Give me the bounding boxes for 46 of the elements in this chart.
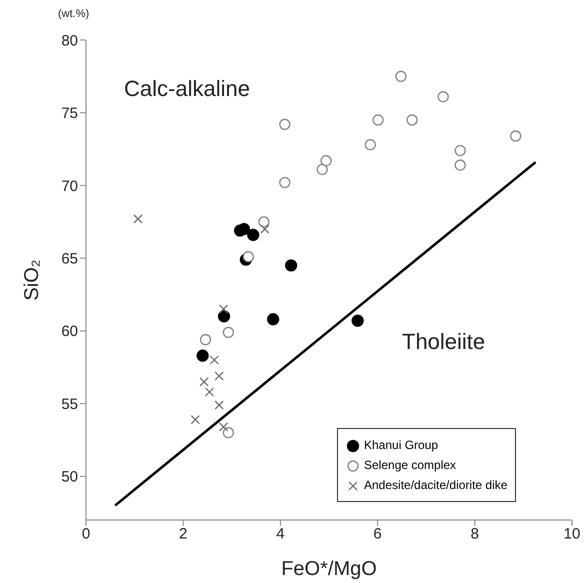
y-tick-label: 50 [61,468,78,486]
y-axis-title: SiO₂ [21,259,43,301]
point [352,314,364,327]
x-axis-title: FeO*/MgO [281,558,377,580]
text: (wt.%) [58,8,90,20]
point [214,371,224,381]
x-tick-label: 10 [564,526,580,543]
y-tick-label: 55 [61,396,78,413]
point [395,70,407,82]
point [204,387,214,397]
point [214,400,224,410]
point [510,130,522,142]
x-tick-label: 2 [179,526,188,543]
point [372,114,384,126]
point [218,304,228,314]
x-tick-label: 6 [373,526,382,543]
y-tick-label: 60 [61,323,78,340]
annotation: Tholeiite [402,329,486,355]
point [200,334,212,346]
point [279,118,290,130]
point [406,114,418,126]
point [218,422,228,432]
y-tick-label: 75 [61,105,78,122]
point [267,313,280,326]
point [218,310,230,322]
point [222,326,234,338]
point [210,355,219,365]
point [364,139,376,150]
point [190,415,200,424]
x-tick-label: 0 [82,526,90,543]
point [260,224,270,234]
x-tick-label: 4 [276,526,285,543]
y-tick-label: 65 [61,250,78,268]
x-tick-label: 8 [470,526,479,543]
point [242,251,254,262]
point [200,377,209,386]
point [247,228,260,242]
legend-label: Khanui Group [363,437,440,454]
annotation: Calc-alkaline [124,76,250,102]
legend-label: Selenge complex [363,457,458,474]
legend-label: Andesite/dacite/diorite dike [363,477,508,494]
y-tick-label: 70 [61,178,78,195]
point [196,350,209,362]
y-tick-label: 80 [61,32,78,50]
point [133,214,143,224]
point [284,259,298,272]
